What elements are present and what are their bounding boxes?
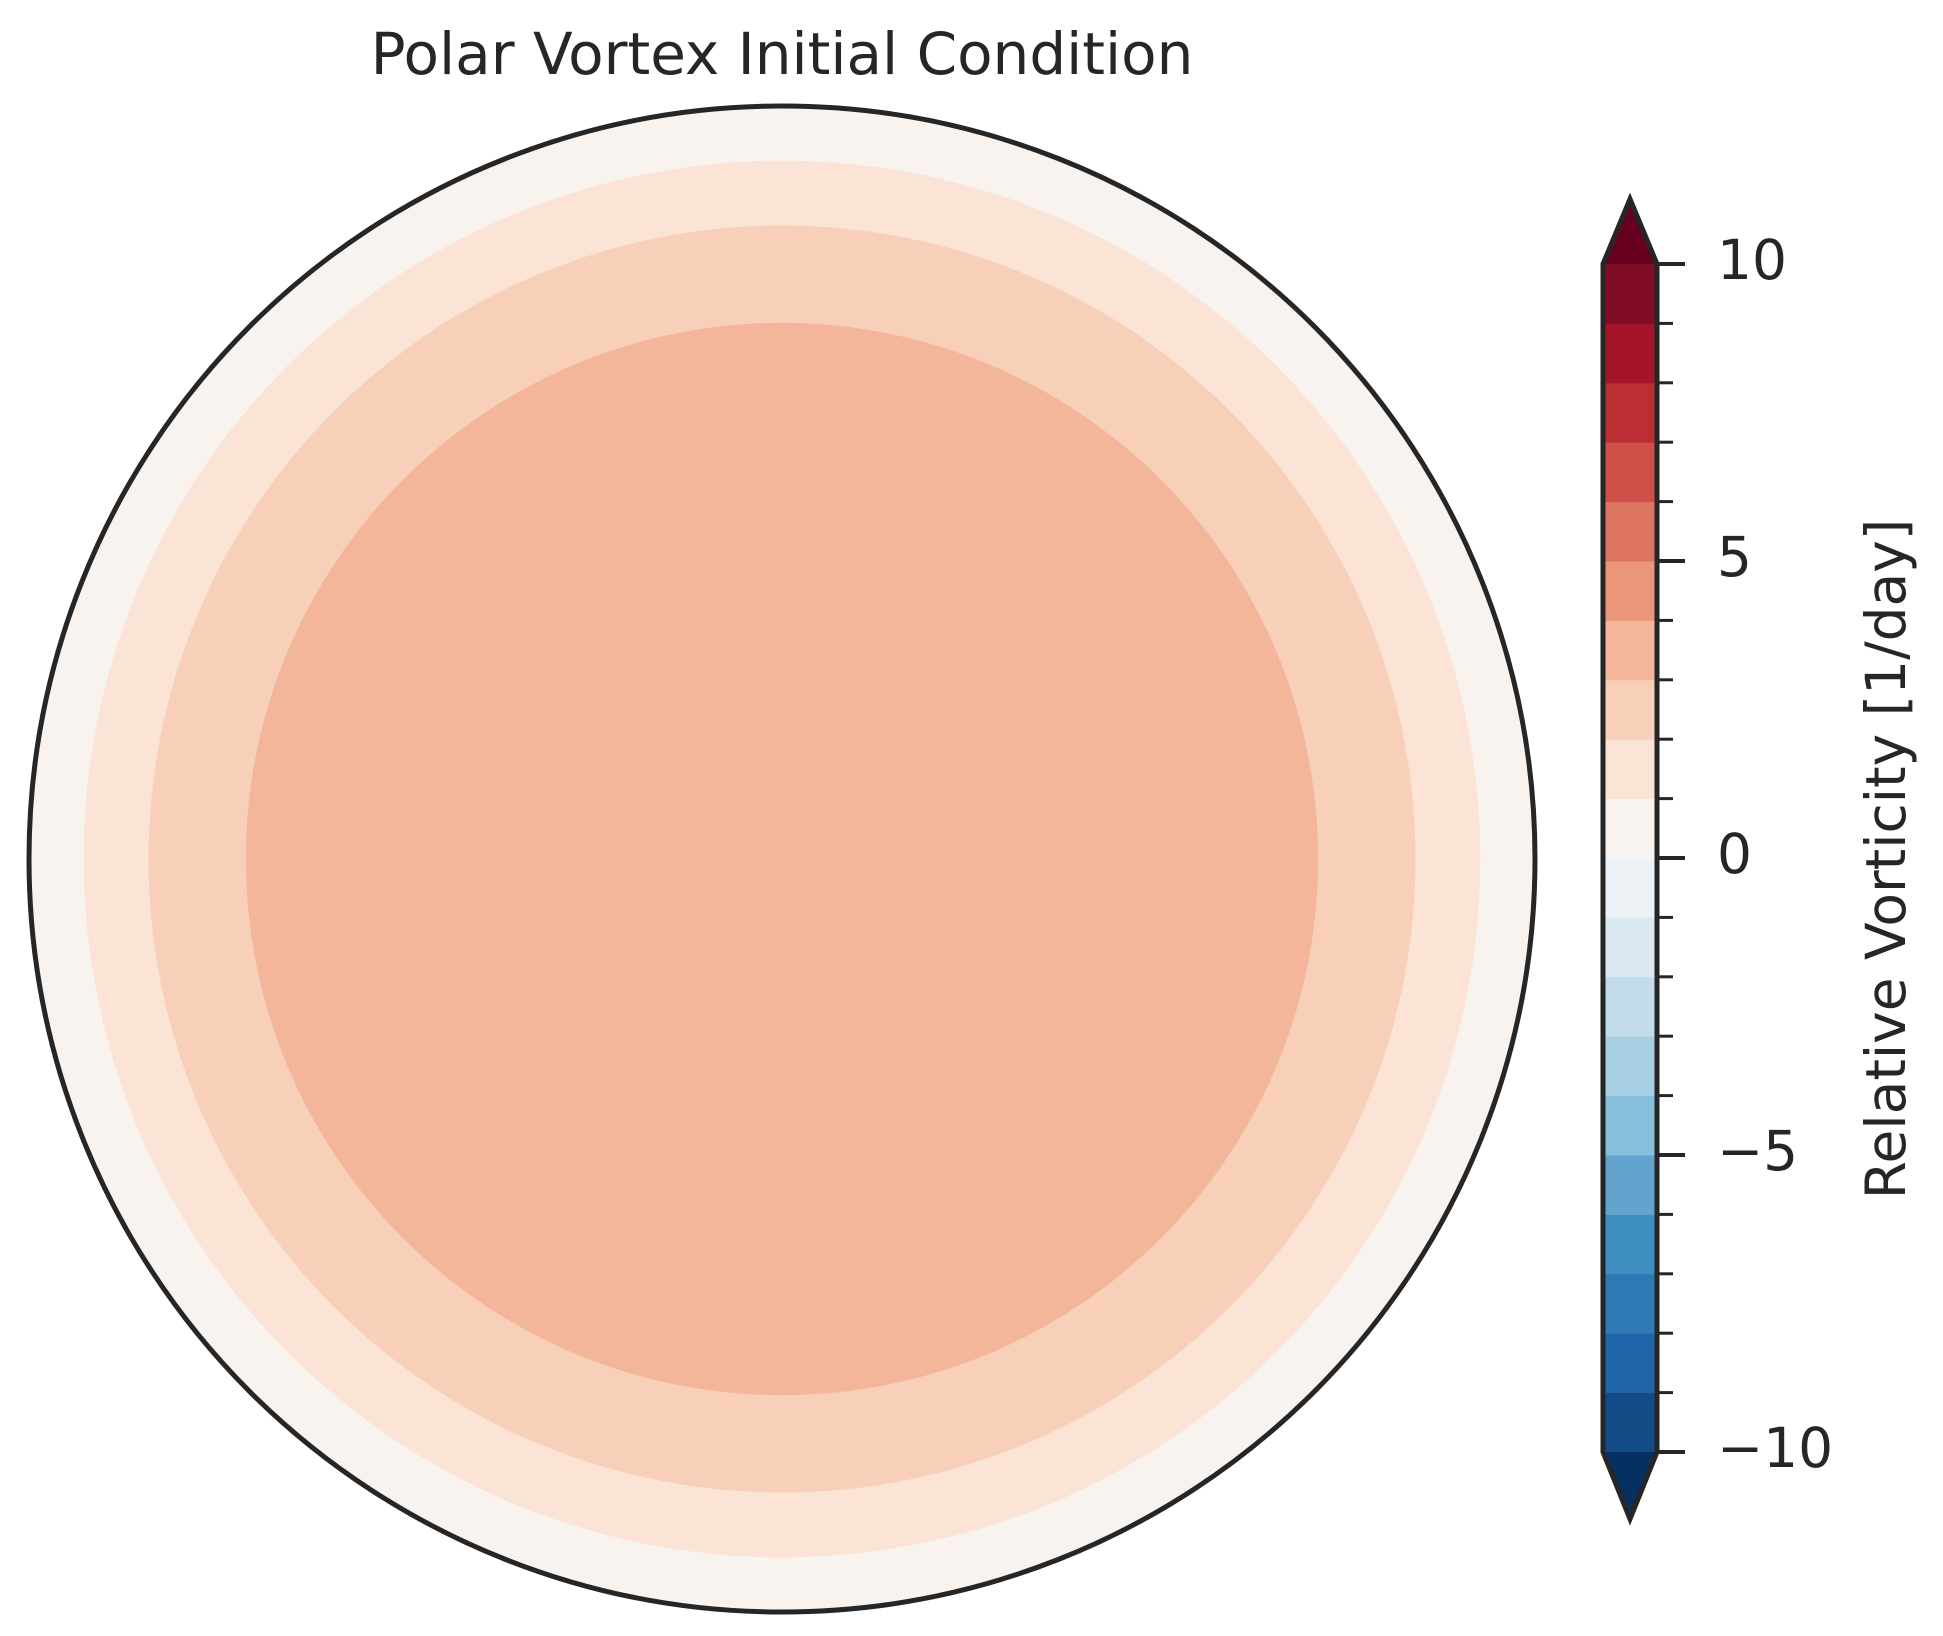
colorbar-segment [1603,1155,1657,1215]
colorbar-segment [1603,858,1657,918]
colorbar-extend-under [1603,1452,1657,1519]
colorbar-tick-label: 10 [1717,228,1787,292]
colorbar-segment [1603,1214,1657,1275]
colorbar-segment [1603,264,1657,324]
colorbar-segment [1603,679,1657,740]
colorbar-segment [1603,798,1657,859]
colorbar-tick-label: −5 [1717,1119,1798,1183]
colorbar-segment [1603,1095,1657,1156]
contour-band [245,322,1319,1396]
chart-title: Polar Vortex Initial Condition [371,20,1194,88]
colorbar-segment [1603,561,1657,621]
map-boundary [26,103,1538,1615]
colorbar-tick-label: −10 [1717,1416,1833,1480]
colorbar-segment [1603,739,1657,800]
colorbar-segment [1603,1333,1657,1394]
colorbar-extend-over [1603,199,1657,264]
colorbar-tick-label: 5 [1717,525,1752,589]
colorbar-segment [1603,442,1657,503]
colorbar-segment [1603,501,1657,562]
colorbar-segment [1603,620,1657,681]
colorbar-tick-label: 0 [1717,822,1752,886]
colorbar-segment [1603,382,1657,443]
colorbar-segment [1603,1392,1657,1453]
colorbar-segment [1603,1036,1657,1097]
colorbar-label: Relative Vorticity [1/day] [1854,519,1918,1199]
colorbar-segment [1603,917,1657,978]
colorbar-segment [1603,323,1657,384]
colorbar-segment [1603,1273,1657,1334]
colorbar-segment [1603,976,1657,1037]
